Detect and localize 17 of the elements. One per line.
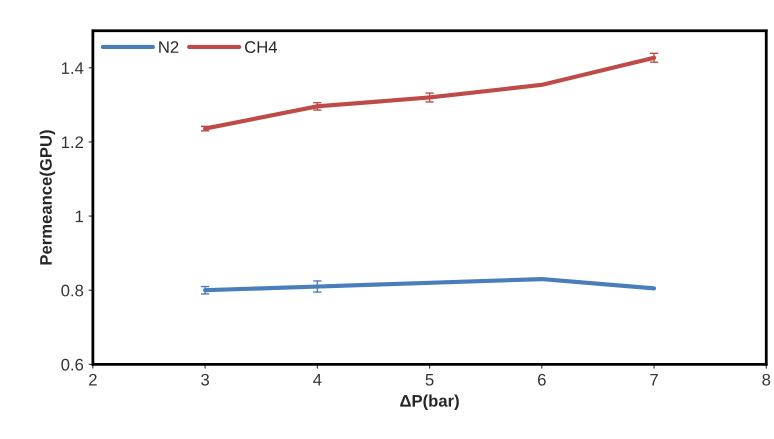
legend-label: N2 — [159, 41, 178, 53]
x-tick-label: 5 — [426, 374, 434, 386]
y-tick-label: 1 — [76, 210, 84, 222]
y-tick-label: 0.8 — [61, 284, 84, 296]
x-tick-label: 3 — [201, 374, 210, 386]
y-axis-title: Permeance(GPU) — [40, 130, 56, 265]
x-tick-label: 7 — [650, 374, 658, 386]
x-tick-label: 2 — [89, 374, 97, 386]
x-tick-label: 6 — [538, 374, 546, 386]
y-tick-label: 1.4 — [62, 62, 84, 74]
x-tick-label: 8 — [762, 374, 770, 386]
x-axis-title: ΔP(bar) — [400, 394, 459, 410]
x-tick-label: 4 — [313, 374, 322, 386]
line-series — [203, 277, 656, 292]
legend-label: CH4 — [245, 41, 278, 53]
y-tick-label: 0.6 — [61, 358, 84, 371]
y-tick-label: 1.2 — [62, 136, 84, 148]
